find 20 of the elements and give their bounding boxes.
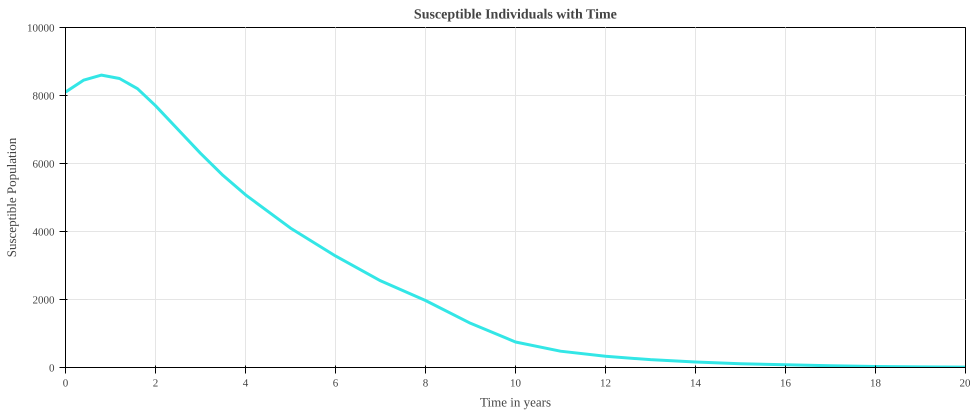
x-tick-label: 0 bbox=[62, 378, 69, 390]
x-tick-label: 20 bbox=[960, 378, 971, 390]
y-tick-label: 0 bbox=[49, 362, 55, 374]
x-tick-label: 2 bbox=[152, 378, 158, 390]
x-tick-label: 12 bbox=[600, 378, 611, 390]
chart-title: Susceptible Individuals with Time bbox=[414, 8, 617, 22]
x-axis-title: Time in years bbox=[480, 394, 552, 410]
x-tick-label: 14 bbox=[690, 378, 702, 390]
y-tick-label: 8000 bbox=[32, 90, 55, 102]
x-tick-label: 6 bbox=[332, 378, 339, 390]
y-tick-label: 2000 bbox=[32, 294, 55, 306]
x-tick-label: 10 bbox=[510, 378, 522, 390]
x-tick-label: 18 bbox=[870, 378, 882, 390]
x-tick-label: 8 bbox=[422, 378, 429, 390]
y-axis-title: Susceptible Population bbox=[4, 137, 19, 258]
y-tick-label: 4000 bbox=[32, 226, 55, 238]
x-tick-label: 4 bbox=[242, 378, 249, 390]
x-tick-label: 16 bbox=[780, 378, 792, 390]
y-tick-label: 6000 bbox=[32, 158, 55, 170]
y-tick-label: 10000 bbox=[27, 22, 55, 34]
